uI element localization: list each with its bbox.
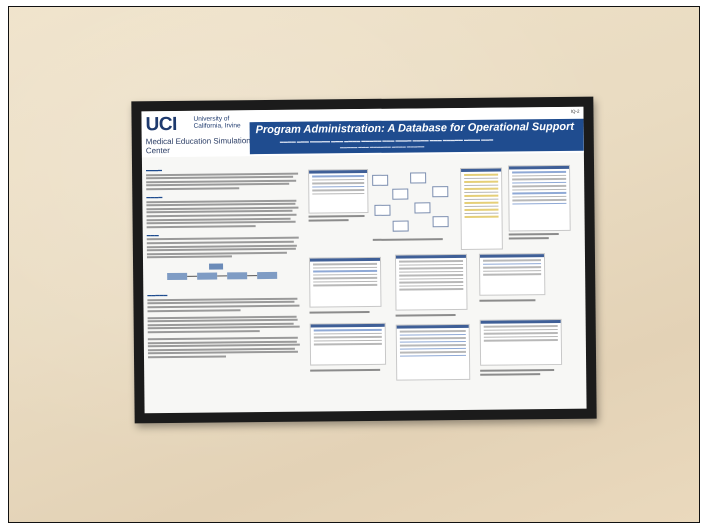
center-name: Medical Education Simulation Center	[145, 136, 251, 156]
flow-diagram	[147, 263, 302, 289]
poster-code: IQ-2	[570, 108, 580, 114]
university-name: University of California, Irvine	[193, 115, 241, 130]
poster: UCI University of California, Irvine Med…	[141, 106, 587, 414]
section-heading: ▬▬▬	[146, 231, 159, 237]
grid-figure	[395, 323, 471, 381]
figure-caption	[508, 237, 549, 240]
grid-figure	[309, 322, 387, 366]
text-column: ▬▬▬▬ ▬▬▬▬ ▬▬▬	[146, 162, 303, 359]
figure-caption	[480, 373, 541, 376]
title-bar: Program Administration: A Database for O…	[249, 118, 584, 155]
text-block	[146, 172, 301, 191]
table-figure	[460, 167, 503, 250]
screenshot-figure	[308, 168, 369, 214]
figure-caption	[308, 214, 365, 218]
section-heading: ▬▬▬▬▬	[147, 292, 168, 298]
figure-caption	[395, 314, 456, 317]
figure-caption	[310, 368, 381, 372]
poster-title: Program Administration: A Database for O…	[255, 120, 575, 137]
section-heading: ▬▬▬▬	[146, 167, 163, 173]
form-figure	[308, 256, 382, 308]
section-heading: ▬▬▬▬	[146, 194, 163, 200]
figure-caption	[480, 369, 555, 372]
text-block	[147, 336, 303, 359]
text-block	[146, 199, 301, 228]
text-block	[146, 236, 302, 259]
poster-affiliation-illegible: ▬▬▬▬▬ ▬▬▬ ▬▬▬▬▬▬ ▬▬▬▬ ▬▬▬▬▬	[339, 144, 425, 150]
text-block	[147, 315, 303, 334]
figure-caption	[372, 238, 443, 241]
report-figure	[479, 318, 563, 366]
table-figure	[508, 164, 571, 232]
uci-logo: UCI	[145, 113, 177, 136]
poster-header: UCI University of California, Irvine Med…	[141, 106, 584, 158]
figure-caption	[508, 232, 559, 236]
record-figure	[478, 253, 546, 296]
figure-caption	[309, 310, 370, 314]
figure-caption	[308, 219, 349, 222]
list-figure	[394, 253, 468, 311]
poster-frame: UCI University of California, Irvine Med…	[131, 96, 597, 424]
figure-caption	[479, 299, 536, 302]
photo: UCI University of California, Irvine Med…	[8, 6, 700, 523]
text-block	[147, 297, 302, 312]
